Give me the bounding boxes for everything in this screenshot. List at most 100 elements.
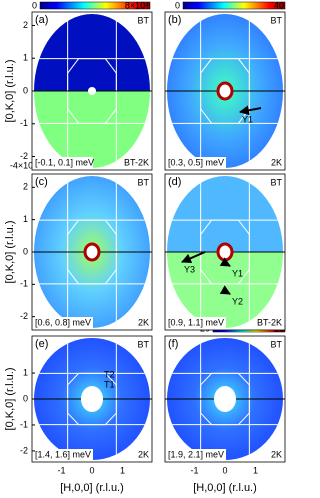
panel-border [164,173,286,331]
arrow [239,105,262,116]
panel-temp: 2K [271,157,282,167]
arrow [219,257,231,267]
energy-range: [0.6, 0.8] meV [35,317,91,327]
annotation: Y2 [232,296,243,306]
y-tick-label: 1 [23,53,28,63]
panel: (a) BT [-0.1, 0.1] meV BT-2K [31,11,153,171]
colorbar-min: 0 [175,0,180,10]
range-bg [166,317,226,329]
label-bg [33,13,55,26]
panel-label: (d) [168,176,181,188]
annotation: Y3 [184,264,195,274]
range-bg [166,449,226,461]
panel: (c) BT [0.6, 0.8] meV 2K [31,173,153,331]
y-tick-label: 1 [23,367,28,377]
energy-range: [0.3, 0.5] meV [168,157,224,167]
panel-temp: BT-2K [257,317,282,327]
center-hole [214,386,236,412]
energy-range: [-0.1, 0.1] meV [35,157,94,167]
panel-tag: BT [270,15,282,25]
panel: (d) BT [0.9, 1.1] meV BT-2K Y3 Y1 Y2 [164,173,286,331]
zone-oct [67,58,117,124]
arrow [219,285,231,295]
colorbar-min: -4×10⁴ [10,160,37,170]
panel-temp: 2K [138,449,149,459]
panel-tag: BT [137,15,149,25]
panel: (b) BT [0.3, 0.5] meV 2K Y1 [164,11,286,171]
panel-tag: BT [137,339,149,349]
energy-range: [1.9, 2.1] meV [168,449,224,459]
y-tick-label: -1 [20,118,28,128]
panel-border [164,11,286,171]
x-tick-label: -1 [190,465,198,475]
center-ring [83,242,101,262]
range-bg [166,157,226,169]
y-axis-label: [0,K,0] (r.l.u.) [4,368,16,431]
annotation: Y1 [232,268,243,278]
x-axis-label: [H,0,0] (r.l.u.) [193,482,257,494]
y-axis-label: [0,K,0] (r.l.u.) [4,60,16,123]
annotation: T1 [104,379,115,389]
x-axis-label: [H,0,0] (r.l.u.) [60,482,124,494]
center-ring [216,242,234,262]
y-tick-label: -1 [20,279,28,289]
x-tick-label: 0 [89,465,94,475]
colorbar-max: 40 [274,0,284,10]
label-bg [166,13,188,26]
panel-label: (b) [168,14,181,26]
arrow [181,251,206,263]
annotation: Y1 [242,114,253,124]
colorbar-min: 0 [32,0,37,10]
center-ring [216,81,234,101]
range-bg [33,449,93,461]
colorbar [39,1,151,10]
panel-label: (c) [35,176,48,188]
panel-temp: BT-2K [124,157,149,167]
y-tick-label: -1 [20,419,28,429]
x-tick-label: 1 [253,465,258,475]
panel-label: (e) [35,338,48,350]
energy-range: [1.4, 1.6] meV [35,449,91,459]
label-bg [33,337,55,350]
y-tick-label: -2 [20,445,28,455]
y-tick-label: -2 [20,151,28,161]
label-bg [33,175,55,188]
x-tick-label: 1 [120,465,125,475]
y-tick-label: 0 [23,393,28,403]
zone-oct [67,372,117,426]
zone-oct [200,219,250,285]
zone-oct [200,372,250,426]
panel-label: (f) [168,338,178,350]
y-tick-label: 2 [23,20,28,30]
center-hole [81,386,103,412]
panel-tag: BT [270,339,282,349]
panel-label: (a) [35,14,48,26]
zone-oct [200,58,250,124]
panel-tag: BT [270,177,282,187]
annotation: T2 [104,369,115,379]
y-tick-label: 0 [23,246,28,256]
label-bg [166,337,188,350]
colorbar [182,1,286,10]
zone-oct [67,219,117,285]
x-tick-label: -1 [57,465,65,475]
center-hole [88,87,96,95]
panel-border [164,335,286,463]
range-bg [33,317,93,329]
range-bg [33,157,93,169]
y-tick-label: 2 [23,182,28,192]
y-tick-label: -2 [20,311,28,321]
panel: (f) BT [1.9, 2.1] meV 2K [164,335,286,463]
panel-tag: BT [137,177,149,187]
energy-range: [0.9, 1.1] meV [168,317,224,327]
y-tick-label: 0 [23,85,28,95]
x-tick-label: 0 [222,465,227,475]
colorbar-max: 8×10⁴ [125,0,149,10]
y-axis-label: [0,K,0] (r.l.u.) [4,221,16,284]
panel-temp: 2K [138,317,149,327]
panel-temp: 2K [271,449,282,459]
y-tick-label: 1 [23,214,28,224]
label-bg [166,175,188,188]
